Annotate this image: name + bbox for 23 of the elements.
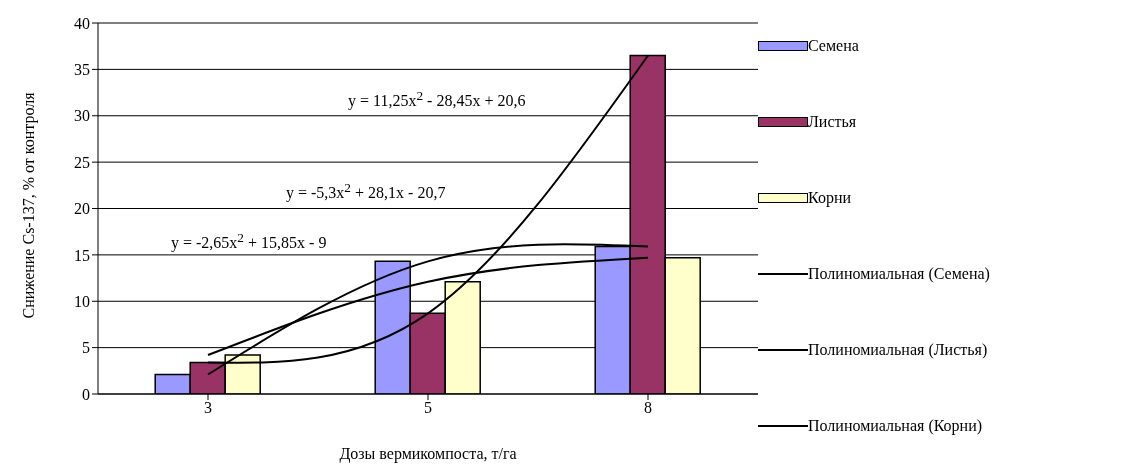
annotation: y = -5,3x$^{2}$ + 28,1x - 20,7 xyxy=(286,180,446,203)
y-axis-title: Снижение Cs-137, % от контроля xyxy=(19,91,38,319)
legend-label: Семена xyxy=(808,37,859,55)
legend-label: Полиномиальная (Семена) xyxy=(808,265,990,283)
y-tick-label: 30 xyxy=(74,107,90,125)
x-tick-label: 8 xyxy=(644,399,652,417)
x-axis-title: Дозы вермикомпоста, т/га xyxy=(339,445,517,463)
y-tick-label: 20 xyxy=(74,200,90,218)
annotation: y = 11,25x$^{2}$ - 28,45x + 20,6 xyxy=(348,88,526,111)
y-tick-label: 35 xyxy=(74,61,90,79)
legend-label: Полиномиальная (Корни) xyxy=(808,417,983,435)
legend-label: Корни xyxy=(808,189,851,207)
y-tick-label: 0 xyxy=(82,385,90,403)
y-tick-label: 25 xyxy=(74,153,90,171)
y-tick-label: 10 xyxy=(74,292,90,310)
y-tick-label: 15 xyxy=(74,246,90,264)
legend-label: Полиномиальная (Листья) xyxy=(808,341,988,359)
x-tick-label: 3 xyxy=(204,399,212,417)
annotation: y = -2,65x$^{2}$ + 15,85x - 9 xyxy=(171,230,327,253)
x-tick-label: 5 xyxy=(424,399,432,417)
y-tick-label: 5 xyxy=(82,339,90,357)
y-tick-label: 40 xyxy=(74,14,90,32)
legend-label: Листья xyxy=(808,113,857,131)
